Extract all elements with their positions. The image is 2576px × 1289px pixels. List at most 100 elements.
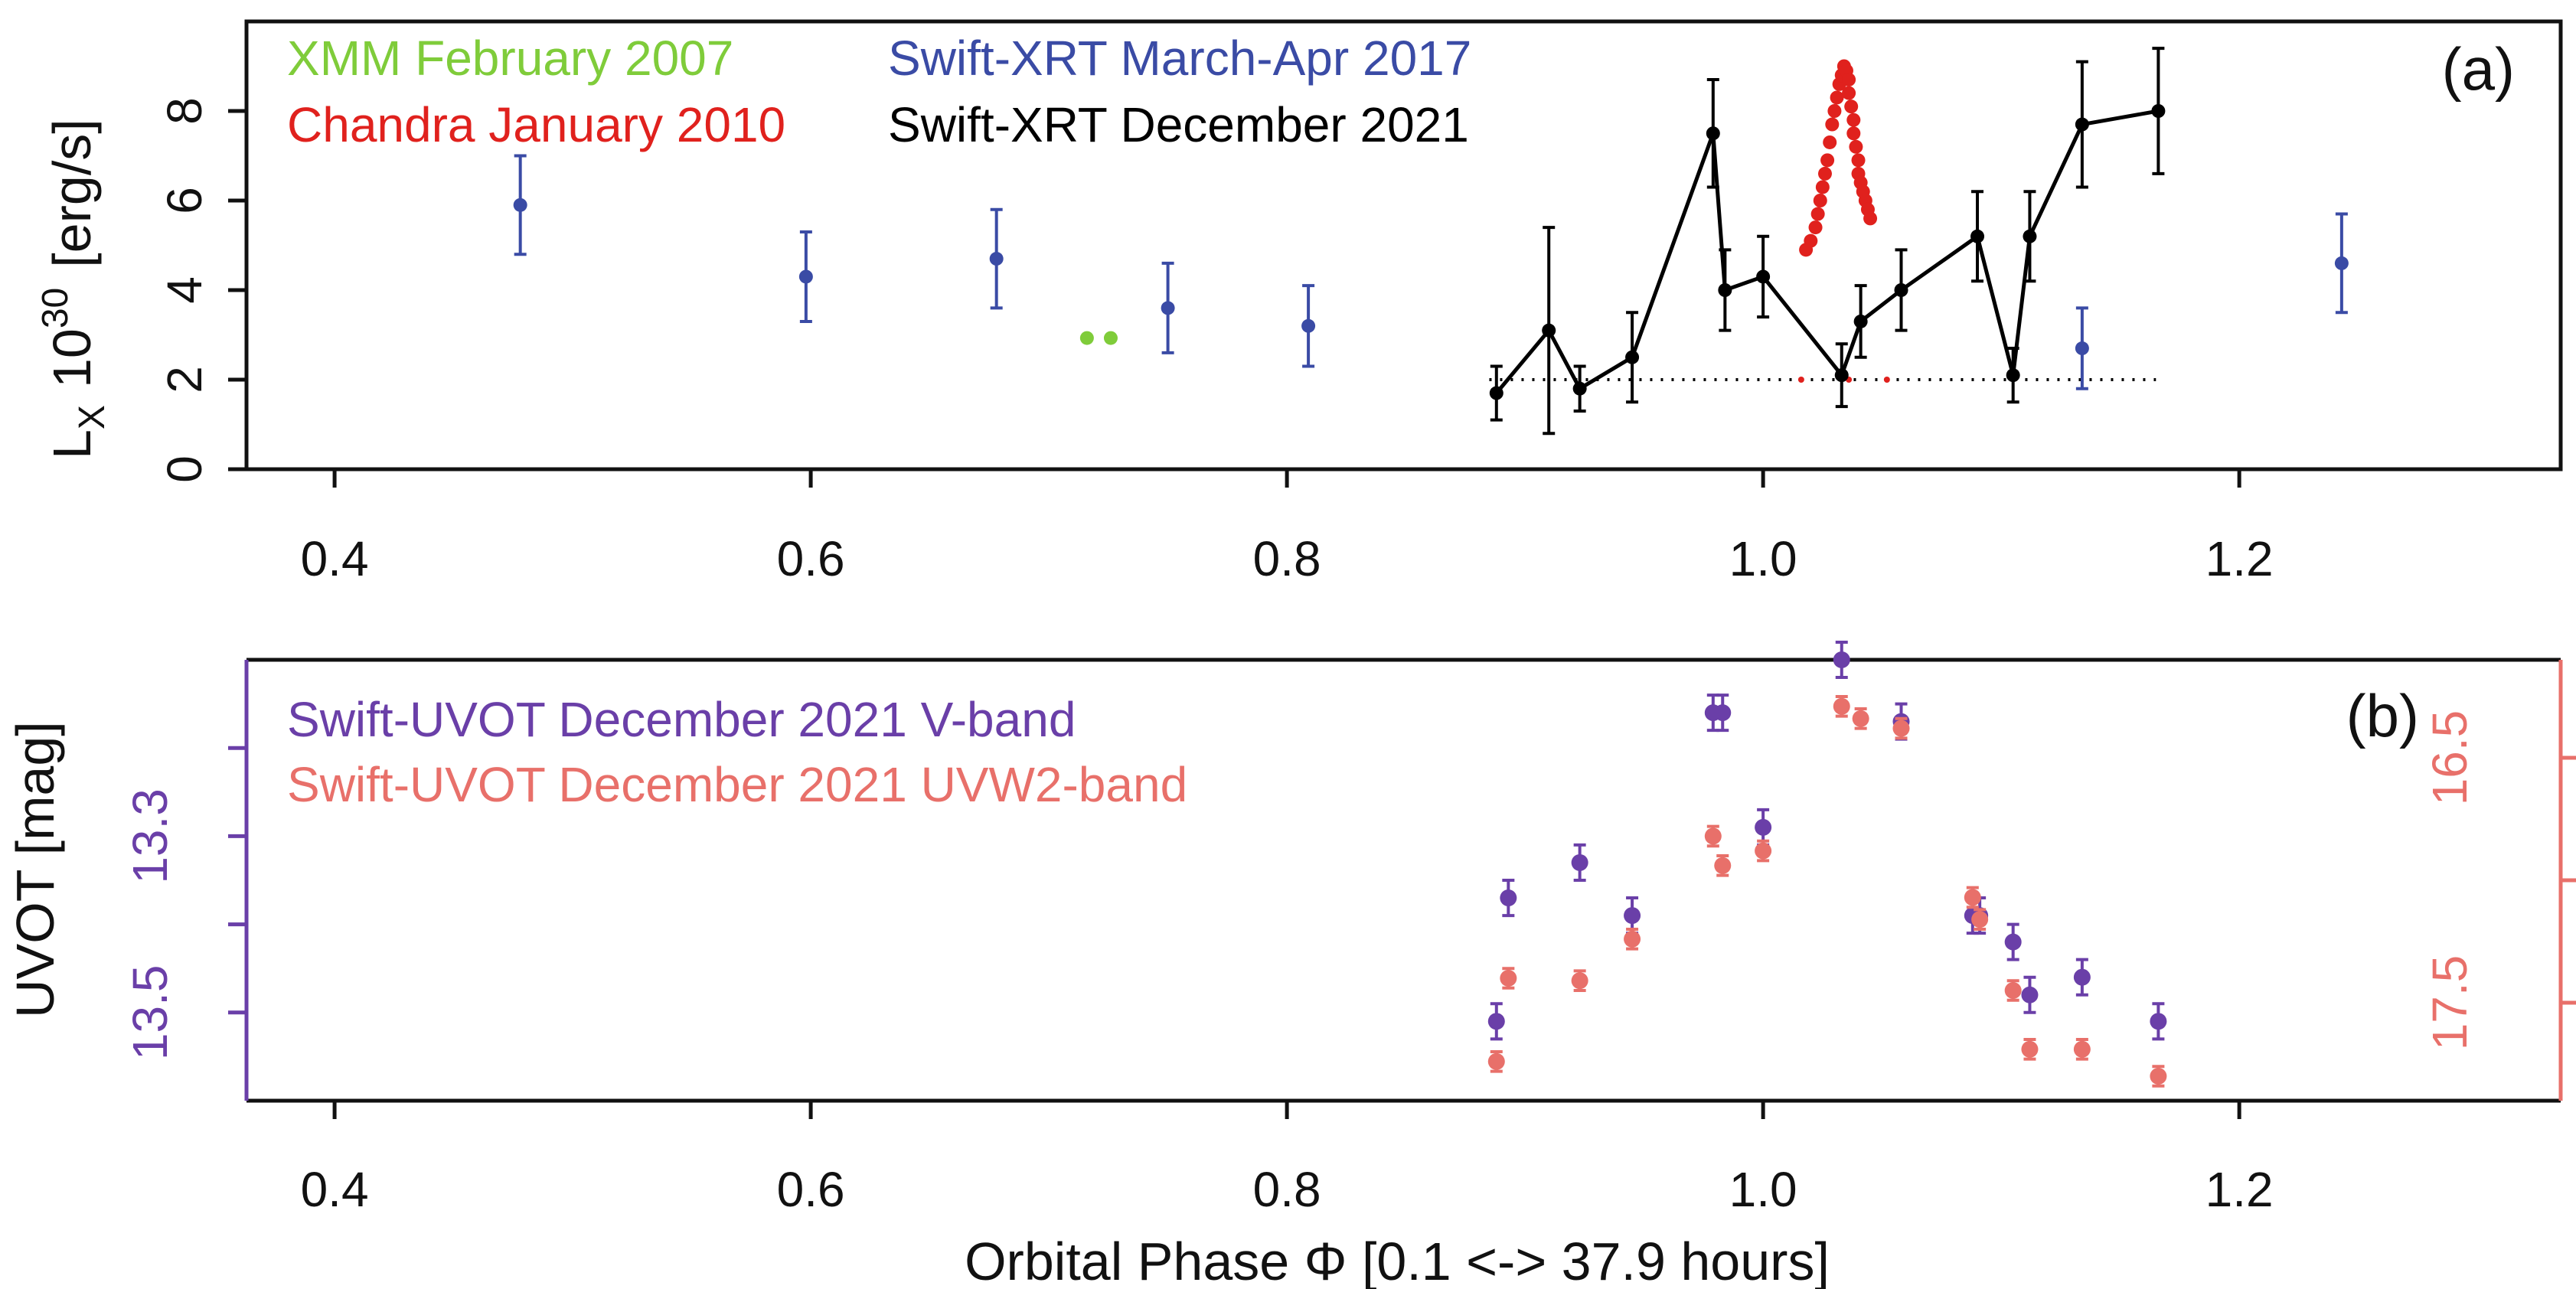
y-tick-label-left: 13.5 [122, 965, 178, 1061]
data-point [1844, 100, 1859, 114]
data-point [1851, 153, 1866, 168]
x-tick-label: 0.8 [1253, 1162, 1321, 1217]
data-point [2021, 986, 2039, 1003]
data-point [1487, 1052, 1505, 1070]
data-point [1755, 842, 1772, 860]
y-axis-label-left: UVOT [mag] [5, 721, 65, 1018]
data-point [1823, 135, 1837, 149]
legend-entry: Swift-UVOT December 2021 V-band [287, 692, 1076, 747]
data-point [1842, 86, 1856, 100]
x-tick-label: 1.2 [2205, 1162, 2274, 1217]
data-point [2073, 968, 2091, 986]
x-tick-label: 1.0 [1729, 531, 1797, 586]
data-point [1970, 229, 1985, 243]
panel-a-label: (a) [2442, 35, 2515, 103]
data-point [1852, 710, 1869, 727]
panel-b: 0.4 0.6 0.8 1.0 1.2 13.3 13.5 16.5 17.5 (b) Sw… [5, 640, 2576, 1289]
x-axis-label: Orbital Phase Φ [0.1 <-> 37.9 hours] [965, 1232, 1830, 1289]
data-point [1830, 90, 1844, 105]
data-point [1487, 1013, 1505, 1030]
series-group [513, 154, 2349, 390]
x-tick-label: 1.2 [2205, 531, 2274, 586]
data-point [513, 197, 527, 212]
data-point [1714, 704, 1732, 722]
x-tick-label: 0.4 [301, 531, 369, 586]
y-axis-label-exp: 30 [35, 288, 76, 328]
panel-a: 0.4 0.6 0.8 1.0 1.2 0 2 4 6 8 (a) XMM February 2… [35, 19, 2563, 586]
data-point [1833, 697, 1850, 715]
y-axis-label-unit: [erg/s] [42, 119, 102, 268]
legend-entry: Swift-XRT March-Apr 2017 [888, 31, 1471, 86]
data-point [2334, 256, 2349, 270]
data-point [1571, 972, 1588, 990]
panel-b-label: (b) [2346, 682, 2419, 749]
panel-a-series [513, 47, 2349, 436]
data-point [1706, 126, 1720, 141]
data-point [1820, 153, 1835, 168]
data-point [1804, 233, 1818, 248]
data-point [1964, 889, 1981, 906]
data-point [1883, 377, 1890, 383]
y-axis-label-sub: X [72, 405, 113, 429]
data-point [1813, 194, 1827, 207]
series-line [1494, 109, 2159, 395]
y-tick-label: 0 [157, 455, 212, 483]
x-tick-label: 0.4 [301, 1162, 369, 1217]
data-point [1500, 970, 1517, 987]
data-point [1815, 180, 1830, 194]
data-point [2073, 1040, 2091, 1058]
data-point [1624, 930, 1641, 948]
data-point [2023, 229, 2037, 243]
y-axis-label: LX 1030 [erg/s] [35, 119, 113, 459]
data-point [1797, 377, 1804, 383]
legend-entry: Swift-UVOT December 2021 UVW2-band [287, 757, 1187, 812]
data-point [1834, 368, 1849, 383]
data-point [2004, 933, 2022, 951]
series-group [1487, 640, 2167, 1041]
data-point [1833, 651, 1850, 668]
y-tick-label: 6 [157, 187, 212, 214]
data-point [1079, 331, 1094, 345]
x-tick-label: 0.6 [777, 531, 845, 586]
data-point [1625, 350, 1640, 364]
data-point [2004, 982, 2022, 999]
legend-entry: Swift-XRT December 2021 [888, 97, 1469, 152]
series-group [1797, 377, 1890, 383]
data-point [1572, 381, 1587, 396]
data-point [1704, 827, 1722, 845]
data-point [1103, 331, 1118, 345]
y-tick-label-right: 16.5 [2422, 710, 2477, 806]
data-point [2150, 1068, 2167, 1085]
data-point [1894, 283, 1908, 297]
data-point [1489, 386, 1503, 400]
y-tick-label: 8 [157, 97, 212, 125]
data-point [1755, 818, 1772, 836]
data-point [798, 269, 813, 284]
data-point [1714, 857, 1732, 874]
data-point [1161, 301, 1175, 315]
panel-b-x-axis: 0.4 0.6 0.8 1.0 1.2 [301, 1101, 2274, 1217]
data-point [2021, 1040, 2039, 1058]
legend-entry: Chandra January 2010 [287, 97, 785, 152]
y-axis-label-main: L [42, 429, 102, 459]
data-point [1301, 318, 1316, 333]
data-point [1892, 720, 1910, 737]
data-point [1808, 220, 1823, 235]
panel-a-frame [244, 19, 2563, 472]
y-axis-label-rest: 10 [42, 328, 102, 388]
data-point [2151, 104, 2166, 118]
panel-a-y-axis: 0 2 4 6 8 [157, 97, 246, 483]
legend-entry: XMM February 2007 [287, 31, 733, 86]
data-point [1853, 314, 1868, 328]
data-point [2150, 1013, 2167, 1030]
data-point [1571, 853, 1588, 871]
data-point [1718, 283, 1732, 297]
panel-b-right-y-axis: 16.5 17.5 [2422, 710, 2576, 1050]
y-tick-label: 2 [157, 366, 212, 393]
panel-b-left-y-axis: 13.3 13.5 [122, 746, 246, 1061]
series-group [1489, 47, 2166, 436]
series-group [1799, 59, 1878, 257]
data-point [1756, 269, 1771, 284]
data-point [1849, 139, 1863, 154]
series-group [1079, 331, 1118, 345]
